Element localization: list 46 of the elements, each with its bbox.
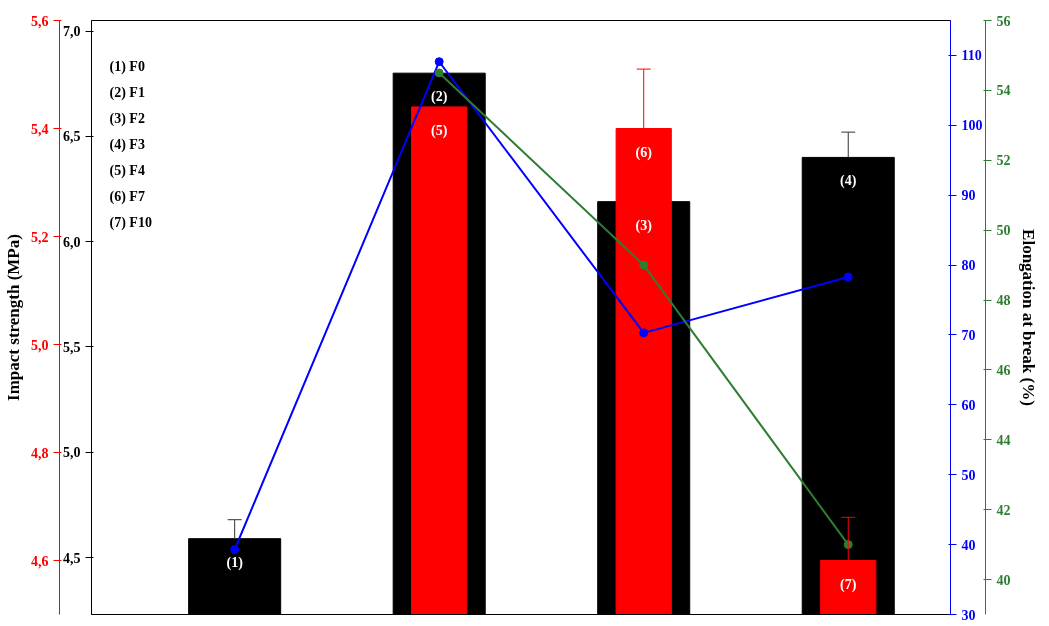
y-tick-label: 40 <box>961 537 976 553</box>
y-tick-label: 4,8 <box>31 445 49 461</box>
annotation: (1) F0 <box>109 59 145 75</box>
y2-tick-label: 7,0 <box>63 24 81 40</box>
y-tick-label: 90 <box>961 188 976 204</box>
annotation: (6) F7 <box>109 189 145 205</box>
annotation: (3) <box>635 217 653 234</box>
y2-tick-label: 40 <box>996 572 1011 588</box>
annotation: (2) <box>431 89 448 106</box>
y-tick-label: 4,6 <box>31 553 49 569</box>
y2-tick-label: 52 <box>996 153 1011 169</box>
y2-tick-label: 4,5 <box>63 550 81 566</box>
annotation: (1) <box>226 554 244 571</box>
y-tick-label: 60 <box>961 397 976 413</box>
y-tick-label: 80 <box>961 258 976 274</box>
y-tick-label: 110 <box>961 48 982 64</box>
y-tick-label: 5,0 <box>31 337 49 353</box>
y2-tick-label: 42 <box>996 502 1011 518</box>
y2-tick-label: 6,5 <box>63 129 81 145</box>
y-tick-label: 50 <box>961 467 976 483</box>
y2-tick-label: 48 <box>996 293 1011 309</box>
y-tick-label: 100 <box>961 118 983 134</box>
y2-tick-label: 5,0 <box>63 445 81 461</box>
y2-tick-label: 6,0 <box>63 234 81 250</box>
annotation: (5) <box>431 122 448 139</box>
annotation: (5) F4 <box>109 163 145 179</box>
y2-tick-label: 56 <box>996 13 1011 29</box>
y-tick-label: 30 <box>961 607 976 623</box>
annotation: (7) <box>840 576 857 593</box>
annotation: (6) <box>635 144 653 161</box>
annotation: (2) F1 <box>109 85 145 101</box>
y2-tick-label: 50 <box>996 223 1011 239</box>
y-tick-label: 5,6 <box>31 13 49 29</box>
y-tick-label: 70 <box>961 327 976 343</box>
annotation: (4) F3 <box>109 137 145 153</box>
y2-tick-label: 54 <box>996 83 1011 99</box>
y2-tick-label: 44 <box>996 432 1011 448</box>
y-tick-label: 5,4 <box>31 121 49 137</box>
annotation: (3) F2 <box>109 111 145 127</box>
y2-axis-title: Elongation at break (%) <box>1018 229 1038 406</box>
annotation: (7) F10 <box>109 215 152 231</box>
y-axis-title: Impact strength (MPa) <box>4 234 23 401</box>
y-tick-label: 5,2 <box>31 229 49 245</box>
y2-tick-label: 5,5 <box>63 339 81 355</box>
y2-tick-label: 46 <box>996 362 1011 378</box>
annotation: (4) <box>840 173 857 190</box>
